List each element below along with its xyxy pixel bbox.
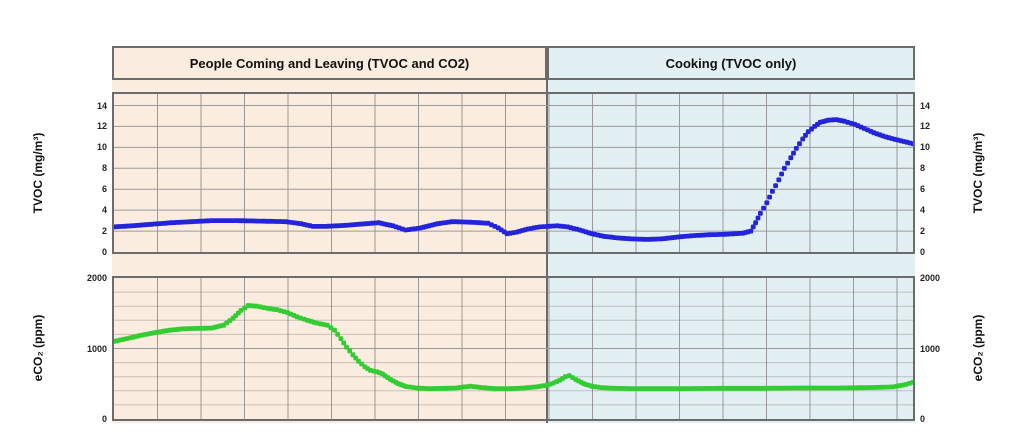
region-background-people (112, 46, 547, 423)
region-header-people: People Coming and Leaving (TVOC and CO2) (112, 46, 547, 80)
tvoc-ytick-left-14: 14 (96, 100, 107, 111)
eco2-series-plot (114, 278, 913, 419)
tvoc-plot-panel (112, 92, 915, 254)
eco2-ytick-right-1000: 1000 (920, 343, 941, 354)
tvoc-series-plot (114, 94, 913, 252)
tvoc-ytick-right-4: 4 (920, 205, 926, 216)
eco2-ytick-left-1000: 1000 (86, 343, 107, 354)
tvoc-ytick-left-10: 10 (96, 142, 107, 153)
tvoc-axis-title-left: TVOC (mg/m³) (31, 132, 45, 214)
eco2-ytick-right-2000: 2000 (920, 273, 941, 283)
tvoc-ytick-right-2: 2 (920, 226, 926, 237)
tvoc-axis-title-right: TVOC (mg/m³) (971, 132, 985, 214)
tvoc-ytick-right-12: 12 (920, 121, 931, 132)
eco2-axis-title-left: eCO₂ (ppm) (31, 314, 45, 382)
region-header-cooking-label: Cooking (TVOC only) (665, 55, 797, 71)
tvoc-ytick-left-2: 2 (101, 226, 107, 237)
eco2-ytick-right-0: 0 (920, 414, 926, 424)
region-header-cooking: Cooking (TVOC only) (547, 46, 915, 80)
eco2-plot-panel (112, 276, 915, 421)
region-header-people-label: People Coming and Leaving (TVOC and CO2) (189, 55, 470, 71)
tvoc-ytick-left-0: 0 (101, 247, 107, 257)
tvoc-ytick-left-12: 12 (96, 121, 107, 132)
tvoc-ytick-right-6: 6 (920, 184, 926, 195)
tvoc-ytick-right-8: 8 (920, 163, 926, 174)
tvoc-ytick-right-10: 10 (920, 142, 931, 153)
tvoc-ytick-left-6: 6 (101, 184, 107, 195)
tvoc-ytick-right-0: 0 (920, 247, 926, 257)
tvoc-ytick-left-8: 8 (101, 163, 107, 174)
eco2-ytick-left-2000: 2000 (86, 273, 107, 283)
tvoc-ytick-right-14: 14 (920, 100, 931, 111)
eco2-ytick-left-0: 0 (101, 414, 107, 424)
region-divider-line (546, 46, 548, 423)
eco2-axis-title-right: eCO₂ (ppm) (971, 314, 985, 382)
tvoc-ytick-left-4: 4 (101, 205, 107, 216)
